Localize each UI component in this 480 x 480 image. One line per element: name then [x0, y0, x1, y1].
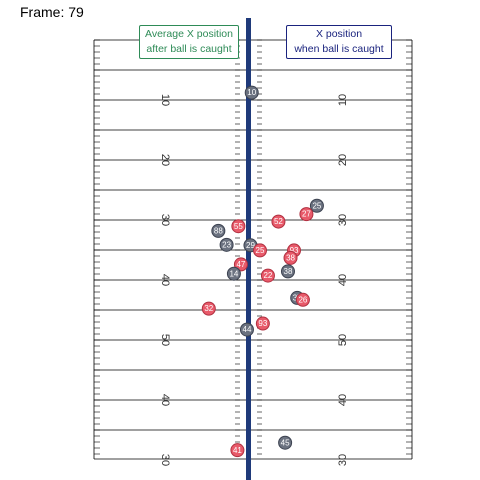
player-number: 55 [234, 222, 243, 231]
player-number: 22 [263, 271, 272, 280]
player-number: 25 [312, 201, 321, 210]
legend-average-x-line1: Average X position [144, 27, 234, 42]
player-number: 93 [258, 319, 267, 328]
yard-number-label: 20 [337, 154, 349, 166]
legend-catch-x-line2: when ball is caught [291, 42, 387, 57]
yard-number-label: 30 [337, 454, 349, 466]
player-marker: 55 [232, 220, 245, 233]
player-number: 23 [222, 240, 231, 249]
player-marker: 38 [281, 265, 294, 278]
player-marker: 41 [231, 444, 244, 457]
yard-number-label: 50 [337, 334, 349, 346]
player-number: 41 [233, 446, 242, 455]
player-marker: 25 [310, 199, 323, 212]
yard-number-label: 10 [337, 94, 349, 106]
yard-number-label: 40 [159, 274, 171, 286]
player-number: 52 [274, 217, 283, 226]
yard-number-label: 50 [159, 334, 171, 346]
player-marker: 52 [272, 215, 285, 228]
player-number: 32 [204, 304, 213, 313]
legend-catch-x-line1: X position [291, 27, 387, 42]
yard-number-label: 30 [337, 214, 349, 226]
player-marker: 25 [253, 244, 266, 257]
player-marker: 38 [284, 251, 297, 264]
player-marker: 14 [227, 267, 240, 280]
yard-number-label: 40 [337, 394, 349, 406]
player-marker: 93 [256, 317, 269, 330]
player-number: 44 [243, 325, 252, 334]
yard-number-label: 20 [159, 154, 171, 166]
player-number: 27 [302, 210, 311, 219]
players: 1025275255882923259338473822143726329344… [202, 86, 323, 457]
player-number: 26 [298, 295, 307, 304]
player-marker: 23 [220, 238, 233, 251]
player-number: 47 [236, 260, 245, 269]
player-number: 38 [284, 267, 293, 276]
player-number: 14 [229, 269, 238, 278]
legend-catch-x: X position when ball is caught [286, 25, 392, 59]
yard-number-label: 30 [159, 454, 171, 466]
player-marker: 88 [212, 224, 225, 237]
yard-number-label: 30 [159, 214, 171, 226]
yard-number-label: 10 [159, 94, 171, 106]
legend-average-x-line2: after ball is caught [144, 42, 234, 57]
legend-average-x: Average X position after ball is caught [139, 25, 239, 59]
player-number: 25 [256, 246, 265, 255]
player-number: 10 [247, 88, 256, 97]
player-number: 88 [214, 226, 223, 235]
player-marker: 26 [296, 293, 309, 306]
player-number: 38 [286, 253, 295, 262]
player-marker: 10 [245, 86, 258, 99]
player-marker: 22 [261, 269, 274, 282]
yard-number-label: 40 [159, 394, 171, 406]
player-number: 45 [281, 438, 290, 447]
player-marker: 45 [279, 436, 292, 449]
yard-number-label: 40 [337, 274, 349, 286]
player-marker: 27 [300, 208, 313, 221]
player-marker: 44 [240, 323, 253, 336]
player-marker: 32 [202, 302, 215, 315]
